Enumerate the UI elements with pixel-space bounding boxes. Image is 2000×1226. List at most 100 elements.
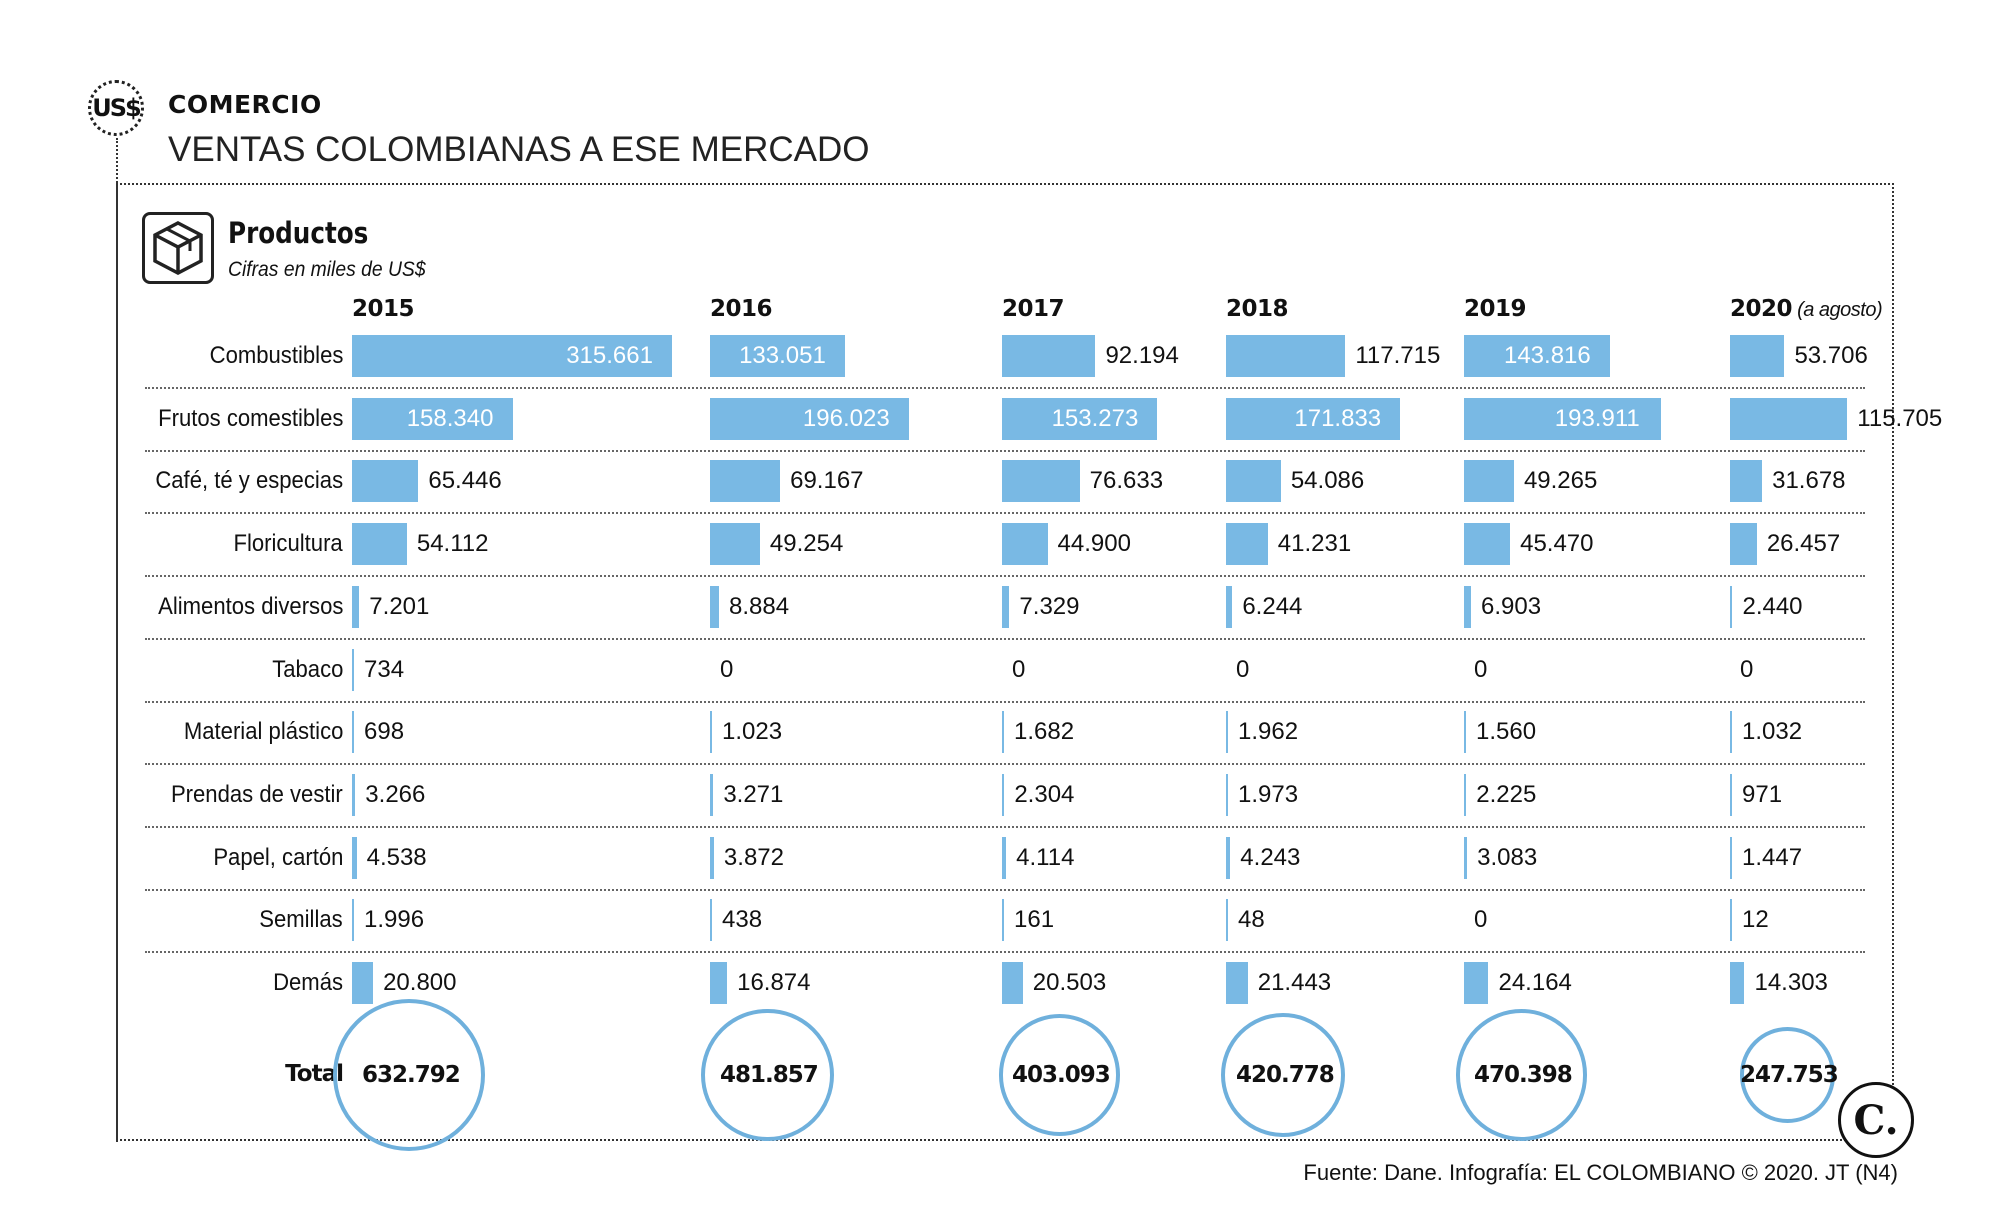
bar — [710, 711, 712, 754]
bar — [352, 335, 672, 377]
value-label: 92.194 — [1105, 342, 1179, 369]
value-label: 153.273 — [1051, 404, 1139, 432]
row-separator — [145, 575, 1865, 578]
bar — [1226, 523, 1268, 566]
value-label: 3.271 — [723, 780, 784, 808]
bar — [710, 397, 909, 440]
bar — [1226, 397, 1401, 440]
bar — [1730, 397, 1848, 440]
value-label: 161 — [1014, 906, 1055, 934]
year-label: 2019 — [1464, 296, 1527, 322]
value-label: 21.443 — [1257, 969, 1332, 996]
bar — [1730, 773, 1732, 816]
bar — [710, 836, 714, 879]
row-separator — [145, 512, 1865, 515]
bar — [1464, 523, 1511, 566]
value-label: 193.911 — [1554, 404, 1640, 432]
value-label: 3.083 — [1477, 843, 1538, 871]
row-separator — [145, 637, 1865, 640]
value-label: 24.164 — [1498, 969, 1572, 996]
bar — [1464, 711, 1466, 754]
bar — [710, 773, 714, 816]
year-header: 2016 — [710, 296, 773, 322]
value-label: 0 — [1236, 655, 1250, 683]
bar — [352, 648, 354, 691]
row-separator — [145, 888, 1865, 891]
row-separator — [145, 700, 1865, 703]
value-label: 2.304 — [1014, 780, 1075, 808]
value-label: 0 — [720, 655, 734, 683]
category-label: Combustibles — [209, 342, 343, 369]
value-label: 117.715 — [1355, 342, 1441, 369]
value-label: 1.023 — [722, 718, 783, 746]
value-label: 76.633 — [1089, 467, 1164, 495]
el-colombiano-logo: C. — [1838, 1082, 1914, 1158]
bar — [1002, 523, 1048, 566]
bar — [352, 962, 374, 1004]
total-circle — [998, 1014, 1120, 1136]
total-circle — [333, 999, 486, 1151]
bar — [1464, 962, 1489, 1004]
value-label: 7.329 — [1019, 592, 1080, 620]
value-label: 438 — [722, 906, 763, 934]
year-header: 2018 — [1226, 296, 1289, 322]
bar — [1730, 711, 1732, 754]
category-label: Material plástico — [183, 718, 343, 746]
value-label: 20.503 — [1032, 969, 1107, 996]
value-label: 54.112 — [416, 530, 489, 558]
value-label: 7.201 — [369, 592, 430, 620]
row-separator — [145, 763, 1865, 766]
bar — [352, 711, 354, 754]
bar — [352, 899, 355, 942]
value-label: 65.446 — [428, 467, 502, 495]
value-label: 971 — [1742, 780, 1783, 808]
bar — [1002, 773, 1005, 816]
category-label: Café, té y especias — [155, 467, 343, 495]
bar — [1730, 523, 1757, 566]
value-label: 0 — [1740, 655, 1754, 683]
value-label: 1.032 — [1742, 718, 1803, 746]
value-label: 1.682 — [1014, 718, 1075, 746]
source-credit: Fuente: Dane. Infografía: EL COLOMBIANO … — [1303, 1160, 1898, 1185]
value-label: 31.678 — [1772, 467, 1846, 495]
value-label: 133.051 — [739, 342, 826, 369]
total-value: 632.792 — [362, 1062, 461, 1088]
year-header: 2017 — [1002, 296, 1065, 322]
value-label: 1.447 — [1742, 843, 1803, 871]
bar — [1226, 962, 1248, 1004]
value-label: 2.225 — [1476, 780, 1537, 808]
bar — [1002, 711, 1004, 754]
value-label: 6.244 — [1242, 592, 1303, 620]
value-label: 20.800 — [383, 969, 457, 996]
category-label: Frutos comestibles — [157, 404, 343, 432]
bar — [1002, 397, 1158, 440]
bar — [1226, 836, 1231, 879]
value-label: 3.266 — [365, 780, 426, 808]
bar — [710, 899, 712, 942]
value-label: 0 — [1474, 906, 1488, 934]
category-label: Alimentos diversos — [157, 592, 343, 620]
bar — [1226, 899, 1228, 942]
bar — [1464, 397, 1661, 440]
bar — [1226, 460, 1281, 503]
value-label: 3.872 — [723, 843, 784, 871]
bar — [1730, 899, 1732, 942]
value-label: 41.231 — [1277, 530, 1352, 558]
bar — [352, 523, 407, 566]
bar — [1226, 335, 1346, 377]
bar — [1730, 585, 1733, 628]
chart-frame — [116, 183, 1894, 1141]
bar — [1226, 711, 1228, 754]
dollar-badge-icon: US$ — [88, 80, 144, 136]
section-subtitle: Cifras en miles de US$ — [228, 258, 426, 281]
bar — [1464, 836, 1468, 879]
package-box-icon — [142, 212, 214, 284]
value-label: 6.903 — [1480, 592, 1542, 620]
category-label: Floricultura — [233, 530, 343, 558]
total-circle — [1739, 1027, 1835, 1123]
year-header: 2019 — [1464, 296, 1527, 322]
value-label: 0 — [1012, 655, 1026, 683]
bar — [1730, 962, 1745, 1004]
value-label: 115.705 — [1857, 404, 1943, 432]
kicker: COMERCIO — [168, 90, 322, 119]
